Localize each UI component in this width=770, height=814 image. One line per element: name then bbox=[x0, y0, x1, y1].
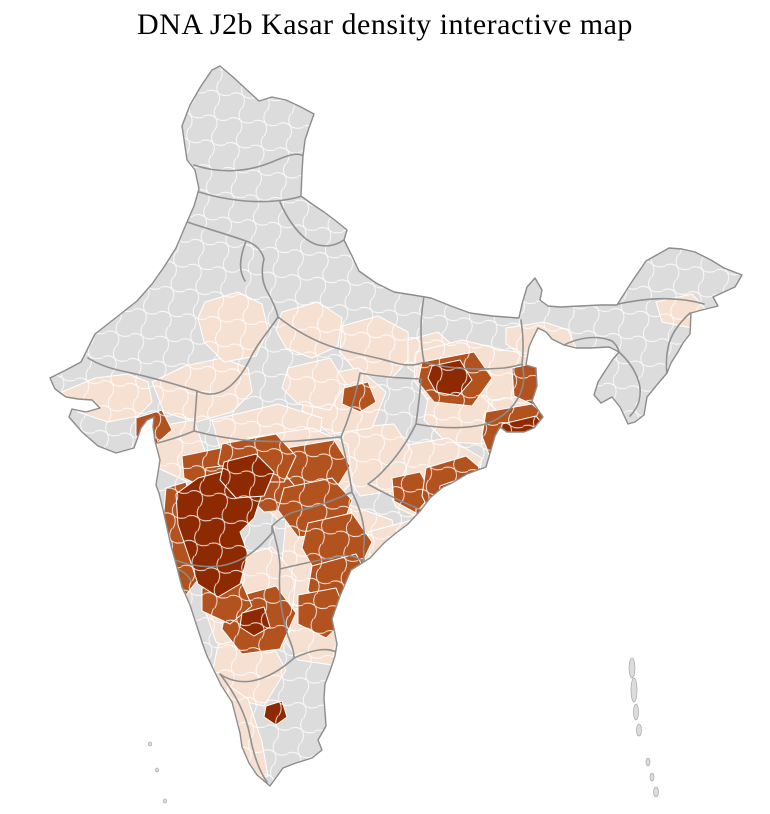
island[interactable] bbox=[649, 772, 655, 782]
island[interactable] bbox=[645, 757, 651, 767]
india-outline bbox=[49, 65, 743, 787]
island[interactable] bbox=[630, 677, 638, 703]
island[interactable] bbox=[633, 703, 639, 721]
district-region-medium[interactable] bbox=[415, 501, 465, 555]
island[interactable] bbox=[163, 798, 167, 804]
island[interactable] bbox=[636, 723, 642, 737]
islands-group bbox=[148, 657, 659, 804]
island[interactable] bbox=[148, 741, 152, 747]
page-title: DNA J2b Kasar density interactive map bbox=[137, 8, 633, 41]
island[interactable] bbox=[628, 657, 636, 679]
district-borders-mesh bbox=[50, 66, 742, 786]
state-borders bbox=[87, 153, 705, 783]
island[interactable] bbox=[653, 786, 659, 798]
island[interactable] bbox=[155, 767, 159, 773]
